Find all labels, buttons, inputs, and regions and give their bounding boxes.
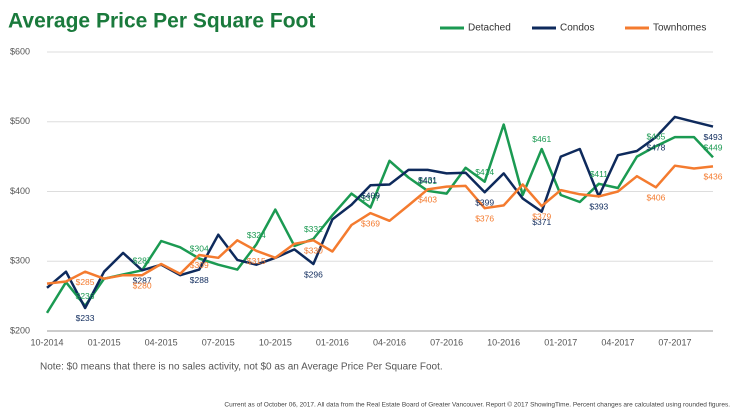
value-label: $330 <box>304 246 323 256</box>
value-label: $478 <box>646 142 665 152</box>
x-tick-label: 10-2015 <box>259 337 292 347</box>
x-tick-label: 04-2016 <box>373 337 406 347</box>
chart-title: Average Price Per Square Foot <box>8 10 315 33</box>
x-tick-label: 01-2017 <box>544 337 577 347</box>
value-label: $465 <box>646 131 665 141</box>
value-label: $376 <box>475 213 494 223</box>
x-tick-label: 07-2016 <box>430 337 463 347</box>
note: Note: $0 means that there is no sales ac… <box>40 362 443 373</box>
footer: Current as of October 06, 2017. All data… <box>224 401 730 409</box>
value-label: $324 <box>247 230 266 240</box>
value-label: $461 <box>532 134 551 144</box>
value-label: $309 <box>190 260 209 270</box>
value-label: $409 <box>361 190 380 200</box>
value-label: $288 <box>190 275 209 285</box>
value-label: $369 <box>361 218 380 228</box>
value-label: $315 <box>247 256 266 266</box>
value-label: $371 <box>532 217 551 227</box>
x-tick-label: 07-2015 <box>202 337 235 347</box>
value-label: $379 <box>532 211 551 221</box>
y-tick-label: $300 <box>10 256 30 266</box>
value-label: $414 <box>475 167 494 177</box>
x-tick-label: 01-2016 <box>316 337 349 347</box>
series-line <box>46 164 714 285</box>
x-tick-label: 10-2014 <box>30 337 63 347</box>
legend-label: Detached <box>468 23 511 34</box>
value-label: $377 <box>361 193 380 203</box>
value-label: $436 <box>704 172 723 182</box>
y-tick-label: $500 <box>10 116 30 126</box>
value-label: $411 <box>590 169 609 179</box>
legend-label: Townhomes <box>653 23 706 34</box>
value-label: $287 <box>133 276 152 286</box>
y-tick-label: $200 <box>10 325 30 335</box>
value-label: $287 <box>133 256 152 266</box>
value-label: $236 <box>76 291 95 301</box>
y-tick-label: $600 <box>10 46 30 56</box>
value-label: $296 <box>304 269 323 279</box>
value-label: $406 <box>646 193 665 203</box>
value-label: $401 <box>418 176 437 186</box>
x-tick-label: 01-2015 <box>88 337 121 347</box>
y-tick-label: $400 <box>10 186 30 196</box>
x-tick-label: 04-2017 <box>601 337 634 347</box>
value-label: $399 <box>475 197 494 207</box>
value-label: $332 <box>304 224 323 234</box>
x-tick-label: 10-2016 <box>487 337 520 347</box>
value-label: $493 <box>704 132 723 142</box>
x-tick-label: 04-2015 <box>145 337 178 347</box>
value-label: $304 <box>190 244 209 254</box>
value-label: $449 <box>704 143 723 153</box>
legend-label: Condos <box>560 23 594 34</box>
value-label: $431 <box>418 175 437 185</box>
value-label: $280 <box>133 280 152 290</box>
x-tick-label: 07-2017 <box>658 337 691 347</box>
value-label: $403 <box>418 195 437 205</box>
value-label: $285 <box>76 277 95 287</box>
value-label: $393 <box>589 202 608 212</box>
value-label: $233 <box>76 313 95 323</box>
